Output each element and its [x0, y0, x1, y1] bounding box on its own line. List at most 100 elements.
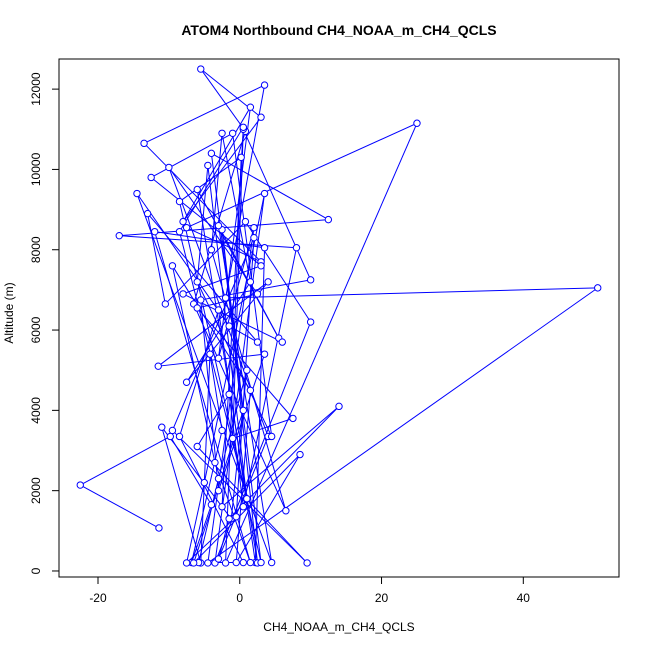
data-point — [239, 406, 248, 415]
series-segment — [161, 427, 202, 564]
x-axis: -20 0 20 40 — [89, 576, 530, 605]
series-segment — [191, 504, 212, 563]
data-point — [214, 486, 223, 495]
series-segment — [193, 454, 301, 564]
series-segment — [221, 405, 340, 508]
data-point — [257, 558, 265, 567]
data-point — [161, 300, 170, 308]
series-segment — [143, 142, 262, 263]
series-segment — [179, 231, 248, 499]
data-point — [133, 189, 141, 198]
series-segment — [179, 309, 219, 437]
data-point — [221, 294, 230, 302]
series-segment — [200, 279, 311, 301]
data-point — [76, 481, 84, 489]
series-segment — [232, 129, 244, 439]
data-point — [292, 244, 301, 252]
data-point — [175, 227, 184, 236]
x-tick-label: 0 — [236, 591, 243, 605]
data-point — [206, 350, 214, 358]
data-point — [155, 524, 163, 532]
data-point — [237, 153, 245, 162]
data-point — [182, 223, 191, 232]
data-point — [214, 221, 223, 230]
data-point — [594, 284, 602, 292]
series-layer — [76, 65, 602, 567]
series-segment — [154, 231, 265, 249]
data-point — [218, 129, 226, 137]
data-point — [257, 113, 265, 121]
data-point — [221, 559, 230, 567]
data-point — [182, 378, 191, 386]
data-point — [228, 434, 237, 443]
data-point — [243, 366, 251, 374]
data-point — [211, 458, 219, 467]
x-axis-label: CH4_NOAA_m_CH4_QCLS — [263, 620, 414, 634]
data-point — [243, 494, 251, 503]
data-point — [218, 426, 226, 435]
series-segment — [193, 131, 246, 305]
data-point — [253, 338, 262, 346]
data-point — [225, 390, 233, 398]
data-point — [168, 262, 177, 270]
series-segment — [80, 484, 160, 529]
data-point — [289, 414, 297, 423]
data-point — [282, 507, 290, 515]
y-axis: 0 2000 4000 6000 8000 10000 12000 — [29, 72, 60, 574]
x-tick-label: 20 — [375, 591, 389, 605]
series-segment — [196, 165, 209, 282]
data-point — [296, 450, 304, 459]
data-point — [218, 503, 226, 511]
data-point — [179, 290, 187, 298]
data-point — [306, 318, 315, 326]
data-point — [306, 276, 315, 284]
series-segment — [182, 265, 262, 295]
series-segment — [242, 247, 297, 507]
y-tick-label: 2000 — [29, 477, 43, 504]
data-point — [260, 189, 269, 198]
data-point — [241, 217, 250, 226]
data-point — [225, 515, 233, 523]
data-point — [267, 432, 276, 441]
series-segment — [186, 122, 418, 229]
series-segment — [164, 221, 246, 305]
data-point — [260, 81, 269, 89]
series-segment — [182, 106, 251, 222]
y-tick-label: 0 — [29, 567, 43, 574]
data-point — [143, 209, 152, 218]
data-point — [214, 555, 223, 563]
data-point — [204, 161, 212, 170]
data-point — [197, 65, 205, 73]
series-segment — [147, 213, 166, 305]
series-segment — [207, 287, 599, 564]
data-point — [246, 278, 255, 286]
series-segment — [235, 454, 301, 563]
series-segment — [150, 177, 262, 267]
series-segment — [80, 436, 171, 486]
data-point — [150, 227, 159, 236]
data-point — [207, 501, 216, 509]
data-point — [232, 558, 240, 567]
y-tick-label: 10000 — [29, 152, 43, 186]
series-segment — [232, 417, 294, 439]
series-segment — [191, 430, 223, 563]
data-point — [246, 386, 255, 394]
data-point — [228, 129, 237, 137]
series-segment — [221, 133, 251, 282]
data-point — [303, 559, 311, 567]
data-point — [175, 432, 184, 441]
x-tick-label: -20 — [89, 591, 107, 605]
y-tick-label: 6000 — [29, 316, 43, 343]
series-segment — [179, 201, 262, 563]
series-segment — [214, 193, 266, 564]
series-segment — [172, 430, 308, 564]
y-tick-label: 12000 — [29, 72, 43, 106]
data-point — [250, 233, 258, 242]
data-point — [246, 103, 255, 111]
data-point — [335, 402, 343, 411]
data-point — [232, 513, 240, 521]
data-point — [225, 322, 233, 330]
data-point — [260, 350, 269, 358]
data-point — [189, 559, 198, 567]
